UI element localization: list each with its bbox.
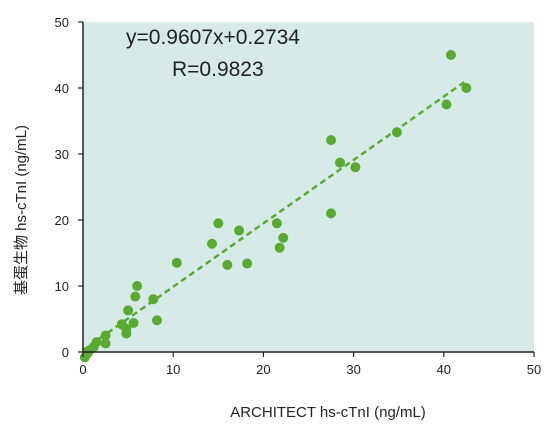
trendline xyxy=(82,79,468,352)
data-point xyxy=(326,208,337,219)
data-point xyxy=(271,218,282,229)
data-point xyxy=(128,317,139,328)
data-point xyxy=(213,218,224,229)
y-tick-label: 0 xyxy=(62,345,69,360)
data-point xyxy=(446,50,457,60)
data-point xyxy=(234,225,245,236)
y-tick-label: 20 xyxy=(55,213,69,228)
data-point xyxy=(326,135,337,146)
data-point xyxy=(100,338,111,349)
data-point xyxy=(171,257,182,268)
y-tick-label: 30 xyxy=(55,147,69,162)
data-point xyxy=(206,238,217,249)
data-point xyxy=(91,337,102,348)
x-tick-label: 50 xyxy=(527,362,541,377)
data-point xyxy=(242,258,253,269)
trendline-layer xyxy=(82,79,468,352)
y-tick-label: 40 xyxy=(55,81,69,96)
data-point xyxy=(121,328,132,339)
ticks-layer: 0 10 20 30 40 50 0 10 20 30 40 50 xyxy=(55,15,542,377)
data-point xyxy=(441,99,452,110)
y-tick-label: 50 xyxy=(55,15,69,30)
data-point xyxy=(461,83,472,93)
x-tick-label: 20 xyxy=(256,362,270,377)
x-tick-label: 30 xyxy=(346,362,360,377)
data-point xyxy=(274,242,285,253)
data-point xyxy=(100,330,111,341)
data-point xyxy=(278,232,289,243)
x-tick-label: 40 xyxy=(437,362,451,377)
points-layer xyxy=(79,50,472,363)
x-axis-label: ARCHITECT hs-cTnI (ng/mL) xyxy=(230,404,426,421)
data-point xyxy=(350,162,361,173)
data-point xyxy=(130,291,141,302)
x-tick-label: 10 xyxy=(166,362,180,377)
data-point xyxy=(132,281,143,291)
y-axis-label: 基蛋生物 hs-cTnI (ng/mL) xyxy=(13,125,30,295)
data-point xyxy=(222,259,233,270)
r-value-annotation: R=0.9823 xyxy=(172,58,264,81)
data-point xyxy=(391,127,402,138)
data-point xyxy=(123,305,134,316)
y-tick-label: 10 xyxy=(55,279,69,294)
data-point xyxy=(148,294,159,305)
equation-annotation: y=0.9607x+0.2734 xyxy=(126,26,300,49)
x-tick-label: 0 xyxy=(79,362,86,377)
data-point xyxy=(151,315,162,326)
data-point xyxy=(335,157,346,168)
